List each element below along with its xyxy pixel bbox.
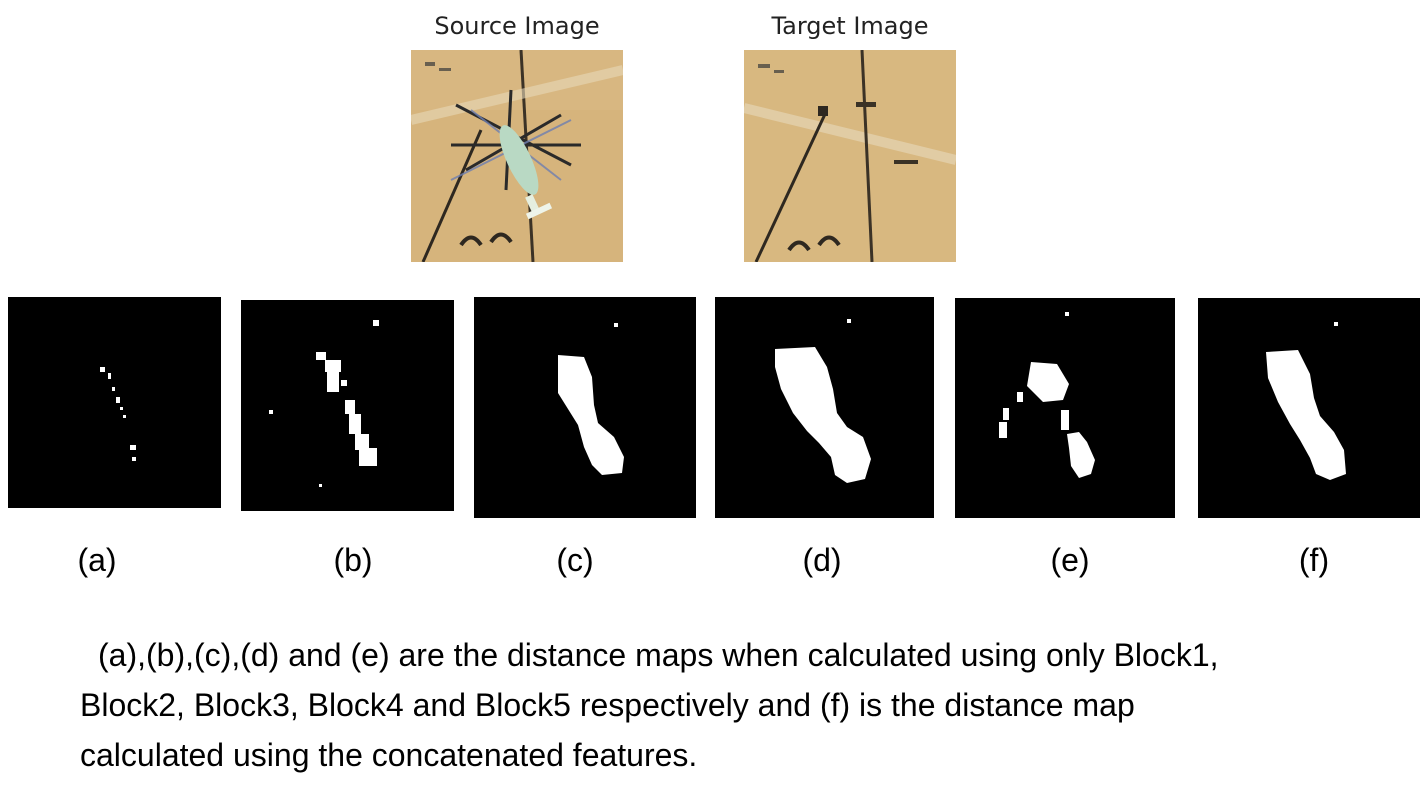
panel-label-e: (e) [1050,542,1090,578]
source-image [411,50,623,262]
panel-label-a: (a) [77,542,117,578]
panel-label-b: (b) [333,542,373,578]
distance-map-d [715,297,934,518]
caption-line-2: Block2, Block3, Block4 and Block5 respec… [80,687,1135,723]
panel-label-c: (c) [556,542,594,578]
distance-map-c [474,297,696,518]
distance-map-f [1198,298,1420,518]
distance-map-e [955,298,1175,518]
panel-label-d: (d) [802,542,842,578]
distance-map-b [241,300,454,511]
source-image-title: Source Image [434,12,600,40]
caption-line-3: calculated using the concatenated featur… [80,737,698,773]
figure-caption: (a),(b),(c),(d) and (e) are the distance… [80,630,1219,780]
panel-label-f: (f) [1298,542,1330,578]
target-image [744,50,956,262]
target-image-title: Target Image [771,12,929,40]
distance-map-a [8,297,221,508]
caption-line-1: (a),(b),(c),(d) and (e) are the distance… [98,637,1219,673]
